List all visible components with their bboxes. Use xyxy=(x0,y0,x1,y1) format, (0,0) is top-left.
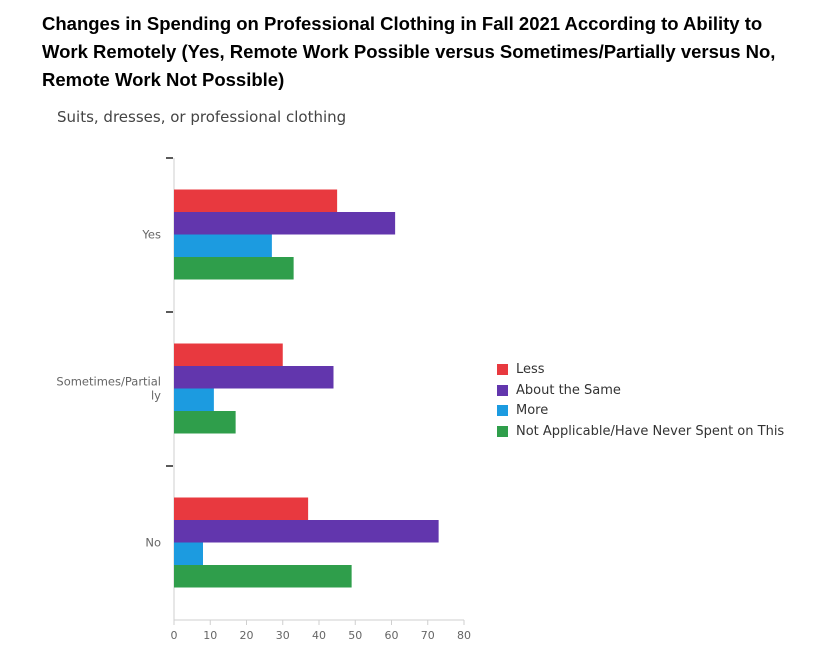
category-label: Sometimes/Partial ly xyxy=(56,375,161,403)
bar-more-no xyxy=(174,542,203,565)
chart-axes: 0 10 20 30 40 50 60 70 80 xyxy=(166,157,471,642)
bar-less-sometimes-partially xyxy=(174,343,283,366)
legend-item: Not Applicable/Have Never Spent on This xyxy=(497,421,784,442)
bar-about-the-same-yes xyxy=(174,212,396,235)
x-tick-label: 80 xyxy=(457,629,471,642)
category-label: Yes xyxy=(141,228,161,242)
legend-swatch xyxy=(497,363,508,375)
bar-less-no xyxy=(174,497,309,520)
legend-item: About the Same xyxy=(497,380,784,401)
legend-label: Less xyxy=(516,361,545,377)
x-tick-label: 70 xyxy=(421,629,435,642)
bar-not-applicable-have-never-spent-on-this-sometimes-partially xyxy=(174,411,236,434)
legend-label: Not Applicable/Have Never Spent on This xyxy=(516,424,785,440)
legend-swatch xyxy=(497,426,508,438)
x-tick-label: 10 xyxy=(203,629,217,642)
x-tick-label: 20 xyxy=(240,629,254,642)
bar-about-the-same-no xyxy=(174,520,439,543)
chart-labels: Yes Sometimes/Partial ly No xyxy=(56,228,161,550)
legend-item: More xyxy=(497,401,784,422)
x-tick-label: 50 xyxy=(348,629,362,642)
bar-not-applicable-have-never-spent-on-this-no xyxy=(174,565,352,588)
legend-swatch xyxy=(497,384,508,396)
category-label: No xyxy=(145,536,161,550)
chart-bars xyxy=(174,189,439,588)
legend-swatch xyxy=(497,405,508,417)
bar-about-the-same-sometimes-partially xyxy=(174,366,334,389)
legend-item: Less xyxy=(497,359,784,380)
bar-more-yes xyxy=(174,234,272,257)
x-tick-label: 60 xyxy=(385,629,399,642)
x-tick-label: 40 xyxy=(312,629,326,642)
bar-less-yes xyxy=(174,189,338,212)
chart-legend: Less About the Same More Not Applicable/Hav… xyxy=(497,359,784,442)
x-tick-label: 0 xyxy=(171,629,178,642)
chart-subtitle: Suits, dresses, or professional clothing xyxy=(57,108,347,126)
chart-title: Changes in Spending on Professional Clot… xyxy=(42,13,776,90)
x-tick-label: 30 xyxy=(276,629,290,642)
bar-more-sometimes-partially xyxy=(174,388,214,411)
legend-label: More xyxy=(516,403,549,419)
bar-not-applicable-have-never-spent-on-this-yes xyxy=(174,257,294,280)
legend-label: About the Same xyxy=(516,382,621,398)
